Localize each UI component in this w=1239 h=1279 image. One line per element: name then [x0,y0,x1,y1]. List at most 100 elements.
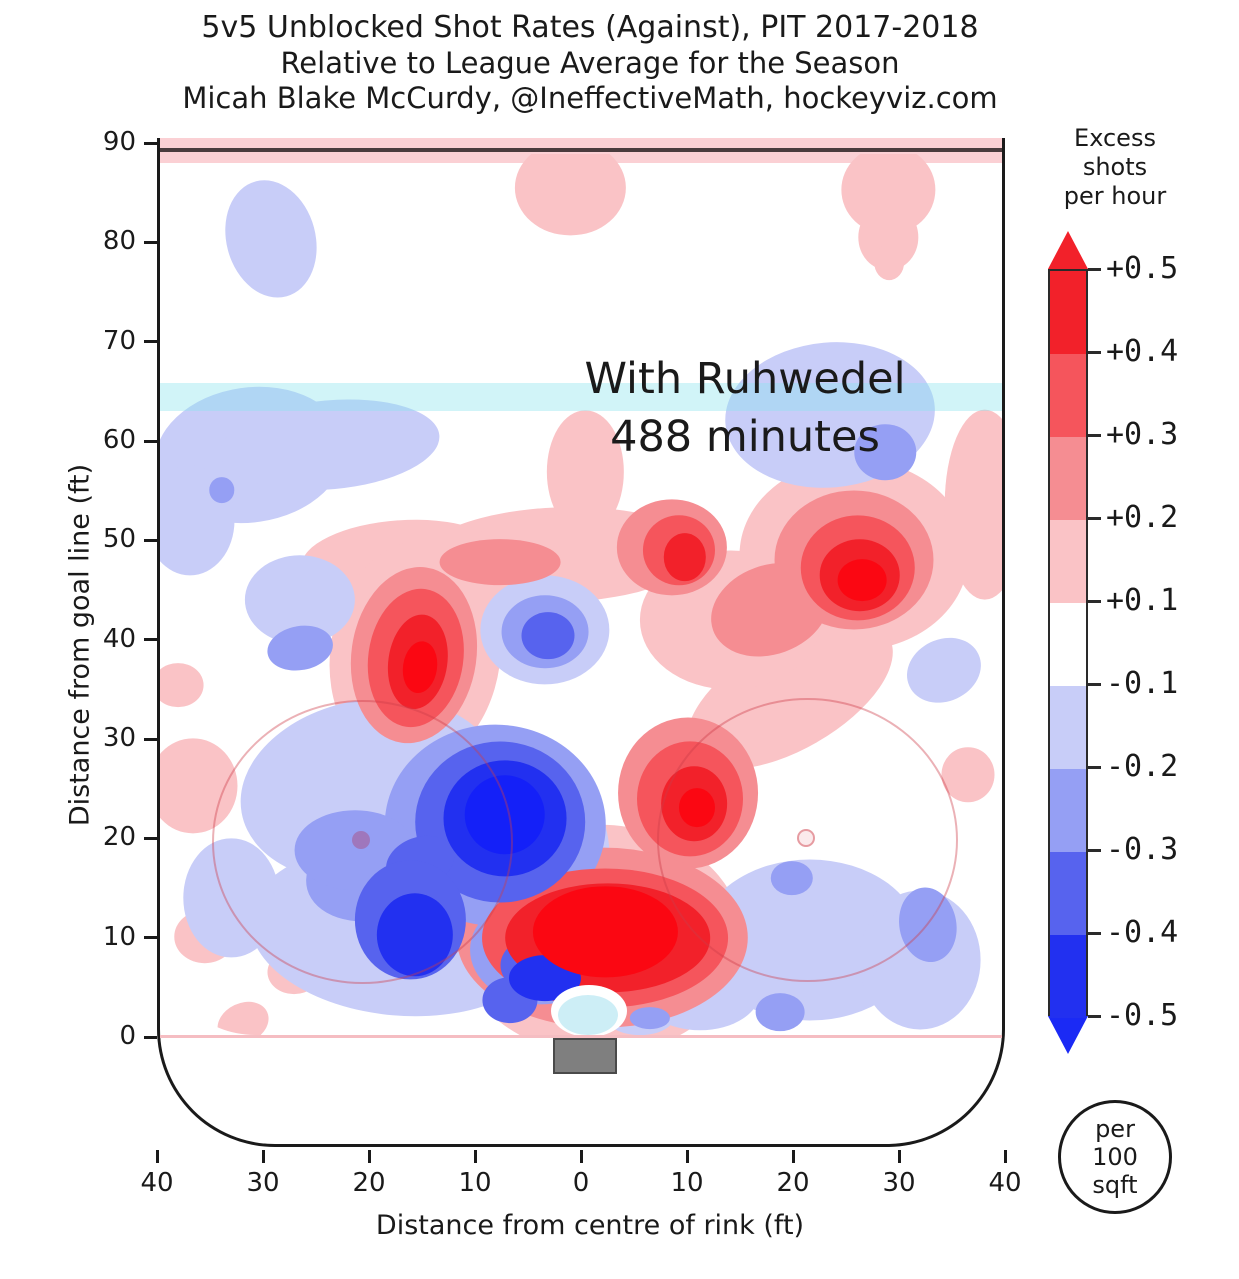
colorbar-segment [1050,852,1086,935]
colorbar-segment [1050,769,1086,852]
hot-region-blob [160,663,204,708]
colorbar-title-line: shots [1082,153,1148,181]
goal-line [160,1035,1002,1038]
hot-region-blob [941,746,995,803]
page-title: 5v5 Unblocked Shot Rates (Against), PIT … [201,10,979,45]
x-tick-label: 40 [988,1168,1022,1198]
y-tick [144,638,157,642]
heatmap-area [160,154,1002,1035]
colorbar-tick-label: +0.4 [1106,334,1179,369]
x-tick-label: 10 [670,1168,704,1198]
badge-line: sqft [1092,1171,1138,1199]
colorbar-segment [1050,935,1086,1018]
hot-region-blob [533,886,678,978]
page-subtitle: Relative to League Average for the Seaso… [280,46,900,80]
x-tick [155,1150,159,1163]
colorbar-tick-label: -0.1 [1106,666,1179,701]
y-tick [144,439,157,443]
cold-region-blob [521,611,575,660]
colorbar-segment [1050,686,1086,769]
x-tick [1003,1150,1007,1163]
colorbar-tick [1088,267,1101,271]
x-axis-label: Distance from centre of rink (ft) [375,1210,805,1241]
y-tick [144,737,157,741]
goal-crease [558,995,619,1035]
x-tick-label: 20 [352,1168,386,1198]
cold-region-blob [854,424,916,480]
colorbar-tick-label: +0.1 [1106,583,1179,618]
y-tick-label: 40 [102,623,136,654]
y-tick [144,936,157,940]
cold-region-blob [755,993,805,1032]
colorbar-segment [1050,437,1086,520]
annotation-minutes: 488 minutes [610,412,880,462]
x-tick [897,1150,901,1163]
y-tick [144,836,157,840]
colorbar-title-line: per hour [1063,182,1167,210]
cold-region-blob [213,170,330,309]
cold-region-blob [208,476,235,503]
per-100-sqft-badge: per 100 sqft [1058,1100,1172,1214]
y-tick [144,538,157,542]
hot-region-blob [210,993,276,1035]
colorbar-tick [1088,599,1101,603]
center-red-line-core [160,148,1002,152]
annotation: With Ruhwedel 488 minutes [460,350,1030,466]
y-tick [144,141,157,145]
colorbar-segment [1050,354,1086,437]
hot-region-blob [515,154,626,236]
x-tick [791,1150,795,1163]
colorbar-tick [1088,682,1101,686]
cold-region-blob [629,1007,671,1030]
colorbar-arrow-up [1048,231,1088,269]
colorbar-tick-label: -0.3 [1106,832,1179,867]
faceoff-circle [657,698,959,983]
badge-line: per [1095,1115,1135,1143]
faceoff-dot [796,829,815,848]
colorbar-tick-label: +0.2 [1106,500,1179,535]
colorbar-tick-label: +0.5 [1106,251,1179,286]
colorbar-tick [1088,848,1101,852]
colorbar-tick-label: -0.2 [1106,749,1179,784]
colorbar-tick [1088,1014,1101,1018]
y-tick-label: 10 [102,921,136,952]
annotation-player: With Ruhwedel [584,354,906,404]
hot-region-blob [663,533,707,582]
hot-region-blob [547,410,624,534]
x-tick [367,1150,371,1163]
hot-region-blob [837,559,887,601]
colorbar-title-line: Excess [1074,124,1156,152]
y-tick-label: 90 [102,127,136,158]
colorbar-tick [1088,765,1101,769]
cold-region-blob [895,626,992,715]
colorbar-tick-label: -0.4 [1106,915,1179,950]
y-tick-label: 0 [119,1021,136,1051]
faceoff-dot [351,831,370,850]
x-tick-label: 10 [458,1168,492,1198]
x-tick-label: 40 [140,1168,174,1198]
x-tick-label: 0 [572,1168,590,1198]
x-tick-label: 30 [882,1168,916,1198]
hot-region-blob [944,409,1002,600]
hot-region-blob [440,539,561,586]
x-tick [473,1150,477,1163]
x-tick [261,1150,265,1163]
credit-line: Micah Blake McCurdy, @IneffectiveMath, h… [182,81,998,115]
colorbar-tick [1088,516,1101,520]
y-tick-label: 70 [102,325,136,356]
colorbar-tick [1088,433,1101,437]
colorbar-tick [1088,350,1101,354]
colorbar-tick-label: +0.3 [1106,417,1179,452]
hot-region-blob [874,244,905,281]
y-tick-label: 60 [102,425,136,456]
colorbar-segment [1050,520,1086,603]
y-tick-label: 20 [102,822,136,853]
y-tick [144,240,157,244]
x-tick [685,1150,689,1163]
y-tick-label: 30 [102,723,136,753]
colorbar-arrow-down [1048,1016,1088,1054]
blue-line-stripe [160,383,1002,411]
colorbar-segment [1050,271,1086,354]
badge-line: 100 [1092,1143,1138,1171]
